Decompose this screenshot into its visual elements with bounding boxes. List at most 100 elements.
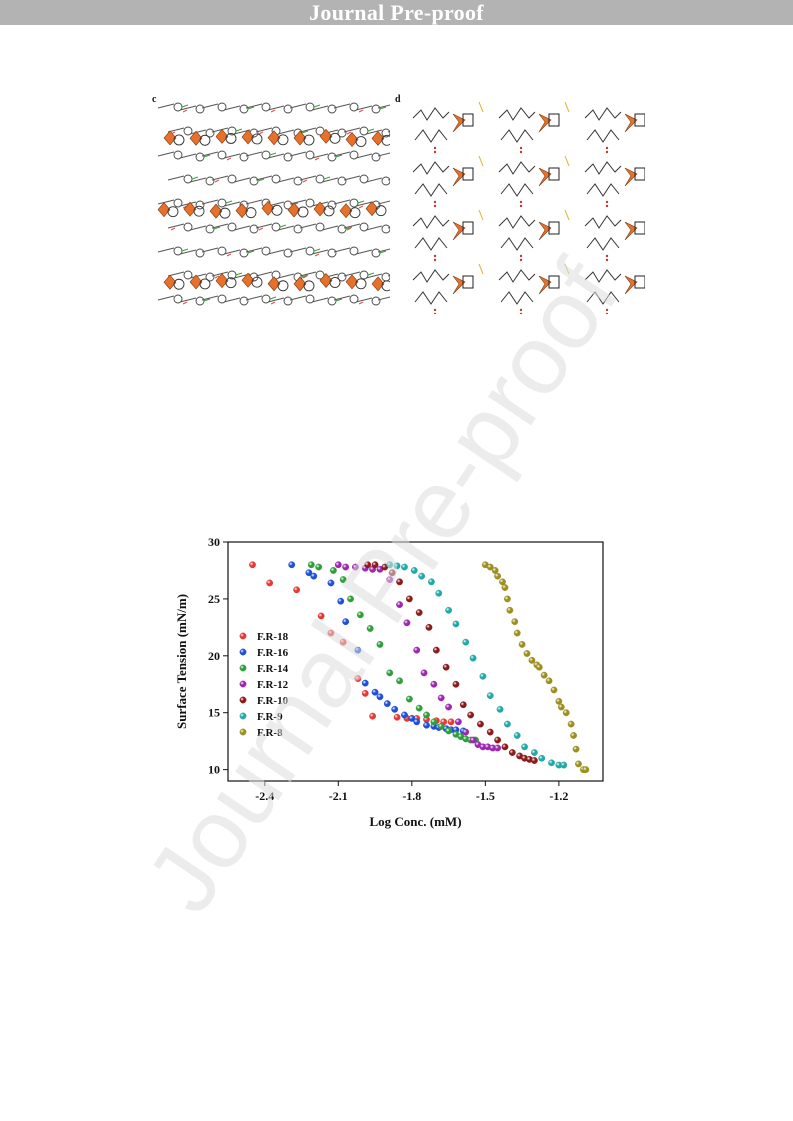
halogen-bond	[345, 226, 353, 230]
molecule-ring	[359, 174, 369, 184]
molecule-ring	[227, 222, 237, 232]
data-point	[342, 563, 350, 571]
molecule-bond	[211, 271, 229, 277]
halogen-bond	[181, 104, 189, 108]
molecule-bond	[157, 151, 175, 157]
molecule-bond	[299, 127, 317, 133]
cp-ring	[277, 280, 289, 292]
data-point	[523, 650, 531, 657]
molecule-bond	[167, 271, 185, 277]
data-point	[423, 721, 430, 729]
data-point	[266, 579, 274, 587]
molecule-bond	[167, 175, 185, 181]
data-point	[496, 705, 504, 713]
molecule-bond	[201, 295, 219, 301]
molecule-ring	[173, 150, 183, 160]
halogen-bond	[335, 298, 343, 302]
y-tick-label: 10	[208, 763, 220, 777]
molecule-bond	[201, 199, 219, 205]
data-point	[327, 629, 335, 637]
halogen-bond	[478, 263, 484, 275]
data-point	[403, 619, 411, 627]
data-point	[413, 646, 421, 654]
molecule-chain	[414, 183, 448, 197]
molecule-bond	[289, 247, 307, 253]
molecule-bond	[245, 199, 263, 205]
data-point	[562, 709, 570, 717]
halogen-bond	[564, 101, 570, 113]
metal-center	[345, 132, 359, 147]
halogen-bond	[357, 200, 365, 204]
molecule-bond	[255, 175, 273, 181]
metal-center	[624, 113, 638, 133]
data-point	[415, 704, 423, 712]
data-point	[425, 623, 433, 631]
molecule-bond	[355, 105, 373, 111]
metal-center	[293, 130, 307, 146]
molecule-bond	[289, 199, 307, 205]
molecule-bond	[157, 103, 175, 109]
data-point	[501, 584, 509, 591]
halogen-bond	[301, 130, 309, 134]
molecule-ring	[371, 152, 381, 162]
data-point	[391, 705, 399, 713]
data-point	[447, 718, 455, 726]
molecule-bond	[211, 127, 229, 133]
molecule-bond	[211, 223, 229, 229]
data-point	[383, 700, 391, 708]
halogen-bond	[269, 152, 277, 156]
data-point	[432, 646, 440, 654]
molecule-ring	[293, 176, 303, 186]
data-point	[410, 567, 418, 574]
data-point	[506, 606, 514, 614]
halogen-bond	[564, 209, 570, 221]
metal-center	[452, 113, 466, 133]
data-point	[567, 720, 575, 728]
data-point	[445, 727, 452, 735]
molecule-chain	[414, 129, 448, 143]
data-point	[445, 606, 452, 614]
data-point	[430, 680, 438, 688]
metal-center	[319, 128, 333, 144]
molecule-chain	[586, 129, 620, 143]
data-point	[521, 743, 528, 751]
halogen-bond	[323, 176, 331, 180]
oxygen-bond	[358, 301, 364, 305]
halogen-bond	[257, 178, 265, 182]
data-point	[437, 694, 445, 702]
molecule-ring	[349, 102, 359, 112]
data-point	[560, 761, 568, 769]
oxygen-atom	[519, 258, 523, 262]
halogen-bond	[478, 209, 484, 221]
data-point	[288, 561, 296, 569]
cp-ring	[199, 134, 211, 146]
molecule-bond	[245, 247, 263, 253]
oxygen-bond	[358, 109, 364, 113]
metal-center	[452, 221, 466, 241]
data-point	[386, 669, 394, 677]
oxygen-atom	[433, 146, 437, 150]
molecule-ring	[327, 248, 337, 258]
cp-ring	[251, 276, 263, 288]
molecule-bond	[201, 151, 219, 157]
data-point	[550, 686, 558, 694]
legend-label: F.R-14	[257, 663, 289, 675]
oxygen-atom	[433, 254, 437, 258]
molecule-chain	[412, 107, 450, 121]
halogen-bond	[379, 106, 387, 110]
data-point	[315, 563, 323, 571]
oxygen-atom	[519, 254, 523, 258]
data-point	[430, 718, 438, 726]
molecule-bond	[201, 103, 219, 109]
molecule-chain	[500, 237, 534, 251]
molecule-bond	[343, 223, 361, 229]
oxygen-bond	[214, 275, 220, 279]
halogen-bond	[247, 250, 255, 254]
molecule-ring	[261, 102, 271, 112]
crystal-packing-drawing-d	[412, 101, 645, 314]
molecule-chain	[498, 107, 536, 121]
cp-ring	[303, 134, 315, 146]
y-tick-label: 15	[208, 706, 220, 720]
oxygen-bond	[358, 205, 364, 209]
molecule-bond	[211, 175, 229, 181]
